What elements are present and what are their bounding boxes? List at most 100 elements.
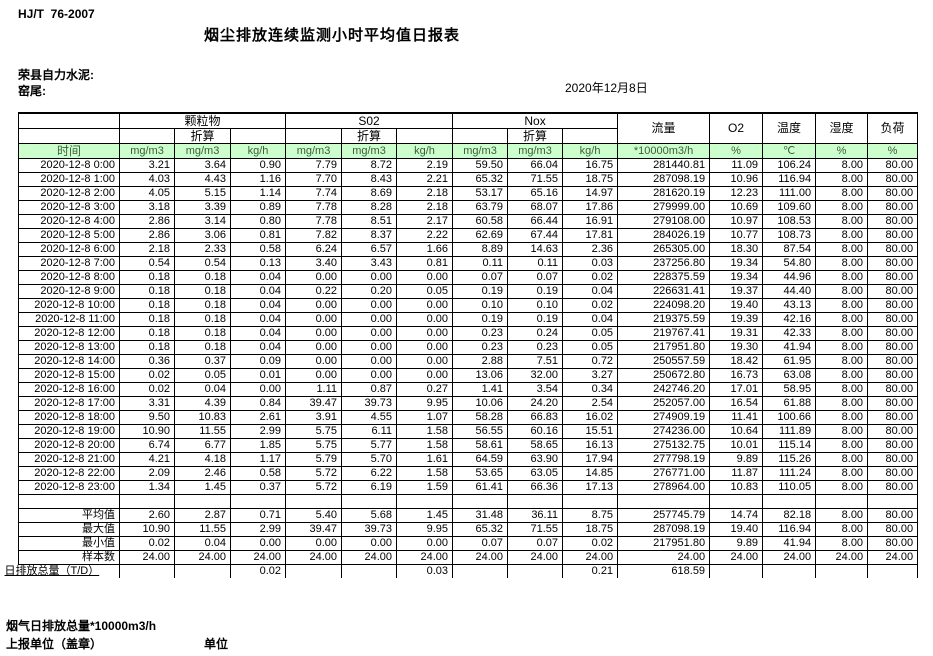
value-cell: 0.00 bbox=[396, 326, 454, 341]
value-cell: 0.00 bbox=[341, 354, 398, 369]
unit-cell: kg/h bbox=[396, 143, 454, 159]
value-cell: 80.00 bbox=[867, 536, 919, 551]
station-name: 窑尾: bbox=[18, 84, 46, 98]
value-cell: 0.10 bbox=[507, 298, 564, 313]
daily-total-label: 日排放总量（T/D） bbox=[4, 565, 100, 577]
row-time: 2020-12-8 2:00 bbox=[18, 186, 120, 201]
value-cell: 277798.19 bbox=[617, 452, 711, 467]
row-time: 2020-12-8 11:00 bbox=[18, 312, 120, 327]
col-temp-header: 温度 bbox=[762, 112, 817, 144]
value-cell: 39.73 bbox=[341, 396, 398, 411]
value-cell: 80.00 bbox=[867, 354, 919, 369]
value-cell: 24.00 bbox=[507, 550, 564, 565]
value-cell: 0.19 bbox=[452, 312, 509, 327]
summary-label: 平均值 bbox=[18, 508, 120, 523]
value-cell: 43.13 bbox=[762, 298, 817, 313]
row-time: 2020-12-8 16:00 bbox=[18, 382, 120, 397]
value-cell: 19.37 bbox=[709, 284, 764, 299]
value-cell: 19.34 bbox=[709, 270, 764, 285]
value-cell: 63.90 bbox=[507, 452, 564, 467]
value-cell: 0.58 bbox=[229, 242, 287, 257]
value-cell bbox=[341, 564, 398, 578]
value-cell: 2.17 bbox=[396, 214, 454, 229]
value-cell: 8.00 bbox=[815, 466, 869, 481]
value-cell: 0.05 bbox=[396, 284, 454, 299]
row-time: 2020-12-8 10:00 bbox=[18, 298, 120, 313]
value-cell: 0.27 bbox=[396, 382, 454, 397]
value-cell: 80.00 bbox=[867, 256, 919, 271]
report-table: 颗粒物 S02 Nox 流量 O2 温度 湿度 负荷 折算 折算 折算 bbox=[5, 112, 919, 578]
value-cell: 8.00 bbox=[815, 452, 869, 467]
value-cell: 5.77 bbox=[341, 438, 398, 453]
value-cell: 63.05 bbox=[507, 466, 564, 481]
value-cell: 0.04 bbox=[562, 284, 619, 299]
value-cell: 8.00 bbox=[815, 410, 869, 425]
value-cell: 10.83 bbox=[174, 410, 231, 425]
value-cell: 5.75 bbox=[285, 438, 343, 453]
value-cell: 87.54 bbox=[762, 242, 817, 257]
value-cell: 44.96 bbox=[762, 270, 817, 285]
table-row: 2020-12-8 5:00 2.86 3.06 0.81 7.82 8.37 2.22 62… bbox=[18, 228, 919, 243]
value-cell: 24.00 bbox=[396, 550, 454, 565]
value-cell: 41.94 bbox=[762, 536, 817, 551]
row-time: 2020-12-8 4:00 bbox=[18, 214, 120, 229]
value-cell: 18.75 bbox=[562, 522, 619, 537]
row-time: 2020-12-8 19:00 bbox=[18, 424, 120, 439]
value-cell: 0.37 bbox=[174, 354, 231, 369]
value-cell: 0.00 bbox=[341, 340, 398, 355]
value-cell: 61.88 bbox=[762, 396, 817, 411]
value-cell: 3.91 bbox=[285, 410, 343, 425]
value-cell: 1.34 bbox=[119, 480, 175, 495]
value-cell: 0.07 bbox=[507, 536, 564, 551]
value-cell: 82.18 bbox=[762, 508, 817, 523]
value-cell: 6.77 bbox=[174, 438, 231, 453]
blank-cell bbox=[562, 494, 619, 509]
value-cell: 4.03 bbox=[119, 172, 175, 187]
value-cell: 0.00 bbox=[396, 368, 454, 383]
value-cell: 8.00 bbox=[815, 186, 869, 201]
summary-label: 日排放总量（T/D） bbox=[5, 564, 120, 578]
value-cell: 10.96 bbox=[709, 172, 764, 187]
value-cell: 237256.80 bbox=[617, 256, 711, 271]
value-cell: 3.39 bbox=[174, 200, 231, 215]
blank-cell bbox=[396, 494, 454, 509]
value-cell: 80.00 bbox=[867, 382, 919, 397]
value-cell: 2.60 bbox=[119, 508, 175, 523]
value-cell: 8.00 bbox=[815, 340, 869, 355]
value-cell: 281440.81 bbox=[617, 158, 711, 173]
value-cell: 80.00 bbox=[867, 312, 919, 327]
table-row: 2020-12-8 7:00 0.54 0.54 0.13 3.40 3.43 0.81 0.… bbox=[18, 256, 919, 271]
value-cell: 0.23 bbox=[452, 340, 509, 355]
value-cell: 0.11 bbox=[507, 256, 564, 271]
value-cell: 3.31 bbox=[119, 396, 175, 411]
value-cell: 0.02 bbox=[229, 564, 287, 578]
value-cell: 80.00 bbox=[867, 438, 919, 453]
value-cell: 8.00 bbox=[815, 298, 869, 313]
value-cell: 19.40 bbox=[709, 522, 764, 537]
blank-cell bbox=[709, 494, 764, 509]
value-cell: 11.09 bbox=[709, 158, 764, 173]
value-cell: 7.51 bbox=[507, 354, 564, 369]
value-cell: 61.95 bbox=[762, 354, 817, 369]
value-cell: 80.00 bbox=[867, 466, 919, 481]
value-cell: 8.37 bbox=[341, 228, 398, 243]
value-cell: 0.81 bbox=[229, 228, 287, 243]
blank-cell bbox=[285, 494, 343, 509]
value-cell: 17.01 bbox=[709, 382, 764, 397]
value-cell: 16.02 bbox=[562, 410, 619, 425]
value-cell: 100.66 bbox=[762, 410, 817, 425]
value-cell: 24.00 bbox=[617, 550, 711, 565]
value-cell: 108.53 bbox=[762, 214, 817, 229]
value-cell: 3.27 bbox=[562, 368, 619, 383]
reporting-unit-label: 上报单位（盖章） bbox=[6, 637, 103, 651]
value-cell: 24.00 bbox=[452, 550, 509, 565]
value-cell: 8.00 bbox=[815, 508, 869, 523]
table-row: 2020-12-8 17:00 3.31 4.39 0.84 39.47 39.73 9.9… bbox=[18, 396, 919, 411]
value-cell: 0.02 bbox=[562, 298, 619, 313]
value-cell: 250557.59 bbox=[617, 354, 711, 369]
value-cell: 8.00 bbox=[815, 214, 869, 229]
value-cell: 0.87 bbox=[341, 382, 398, 397]
unit-cell: mg/m3 bbox=[452, 143, 509, 159]
value-cell: 80.00 bbox=[867, 480, 919, 495]
